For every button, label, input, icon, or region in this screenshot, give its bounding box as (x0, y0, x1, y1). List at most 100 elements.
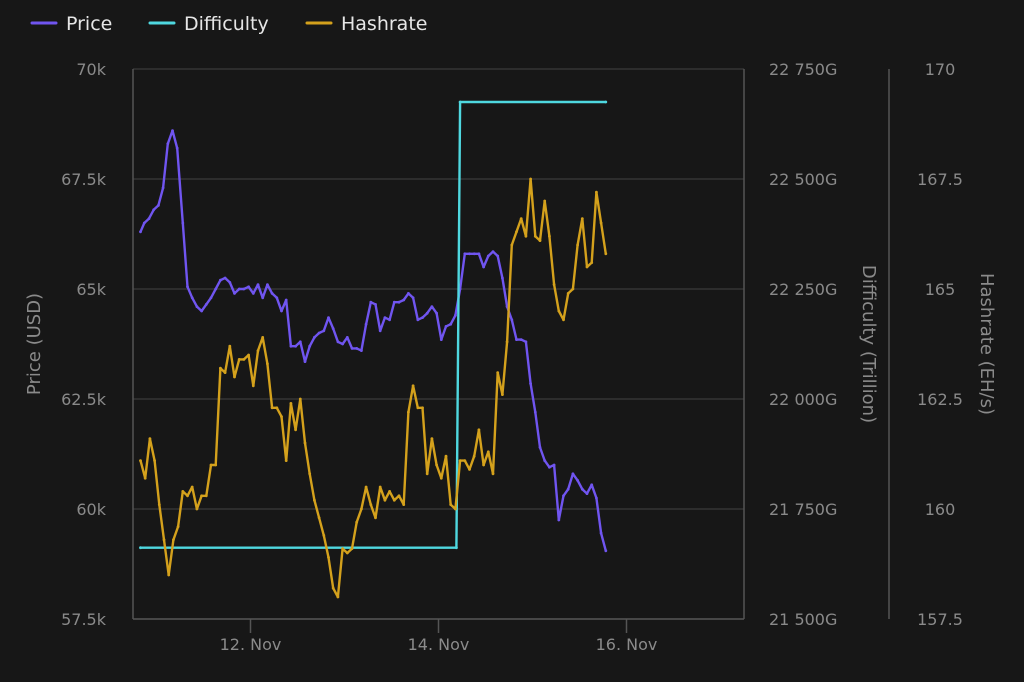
hashrate-point-93 (576, 243, 579, 247)
price-point-37 (313, 336, 316, 339)
price-point-26 (261, 296, 265, 300)
price-point-97 (595, 496, 598, 500)
price-point-8 (175, 146, 179, 150)
price-point-2 (147, 217, 151, 221)
hashrate-point-66 (449, 503, 453, 506)
price-point-7 (171, 129, 174, 133)
hashrate-tick-label-5: 170 (925, 60, 956, 79)
price-point-93 (576, 479, 579, 482)
hashrate-point-60 (421, 406, 424, 410)
hashrate-point-29 (275, 406, 279, 410)
x-tick-label-0: 12. Nov (220, 635, 282, 654)
hashrate-point-67 (454, 507, 457, 511)
hashrate-point-3 (153, 459, 157, 462)
hashrate-tick-label-2: 162.5 (917, 390, 963, 409)
hashrate-point-49 (369, 503, 373, 506)
price-point-52 (383, 316, 387, 319)
hashrate-point-99 (604, 252, 608, 256)
price-point-83 (529, 382, 532, 385)
hashrate-point-91 (566, 292, 570, 295)
hashrate-point-54 (392, 498, 396, 502)
price-point-61 (425, 311, 429, 315)
hashrate-point-32 (289, 402, 293, 405)
price-point-55 (397, 300, 401, 304)
legend-label-hashrate[interactable]: Hashrate (341, 13, 427, 35)
hashrate-point-43 (341, 547, 344, 550)
price-point-4 (157, 204, 160, 207)
hashrate-point-74 (486, 450, 490, 454)
price-point-84 (533, 410, 537, 414)
hashrate-tick-label-4: 167.5 (917, 170, 963, 189)
price-point-15 (209, 296, 213, 300)
hashrate-axis-ticks: 157.5 160 162.5 165 167.5 170 (917, 60, 963, 629)
price-point-43 (341, 342, 344, 346)
hashrate-point-94 (580, 217, 584, 221)
price-point-41 (331, 327, 335, 330)
hashrate-point-11 (190, 485, 194, 489)
price-point-98 (599, 531, 603, 535)
hashrate-point-28 (270, 406, 274, 410)
hashrate-tick-label-3: 165 (925, 280, 956, 299)
price-point-18 (223, 276, 227, 280)
price-point-9 (181, 221, 185, 225)
difficulty-series-line[interactable] (139, 100, 607, 549)
x-tick-label-2: 16. Nov (596, 635, 658, 654)
price-point-0 (139, 230, 142, 234)
price-point-33 (294, 344, 297, 348)
hashrate-point-2 (148, 437, 152, 440)
price-point-30 (280, 309, 283, 313)
price-series-line[interactable] (139, 129, 607, 552)
hashrate-point-61 (425, 472, 429, 476)
price-point-57 (407, 292, 410, 295)
price-point-53 (388, 318, 391, 322)
price-point-60 (421, 316, 424, 319)
hashrate-point-26 (261, 336, 265, 339)
hashrate-point-47 (360, 507, 363, 511)
price-axis-ticks: 57.5k 60k 62.5k 65k 67.5k 70k (61, 60, 107, 629)
price-point-28 (270, 292, 274, 295)
hashrate-point-15 (209, 463, 213, 467)
price-point-13 (200, 309, 204, 313)
difficulty-tick-label-0: 21 500G (769, 610, 837, 629)
hashrate-point-69 (463, 459, 467, 462)
hashrate-point-44 (345, 551, 349, 555)
legend[interactable]: Price Difficulty Hashrate (30, 13, 427, 35)
hashrate-point-55 (397, 494, 401, 498)
hashrate-point-86 (543, 199, 547, 203)
hashrate-point-80 (515, 230, 518, 234)
price-point-86 (543, 459, 547, 462)
price-point-95 (585, 492, 589, 495)
hashrate-point-21 (237, 358, 241, 361)
hashrate-point-64 (439, 476, 443, 480)
price-point-16 (214, 287, 218, 291)
price-point-11 (190, 296, 194, 300)
price-point-72 (477, 252, 481, 256)
price-point-27 (266, 283, 269, 286)
difficulty-tick-label-3: 22 250G (769, 280, 837, 299)
hashrate-tick-label-1: 160 (925, 500, 956, 519)
hashrate-point-77 (501, 393, 504, 396)
price-point-17 (219, 278, 222, 282)
price-point-5 (161, 186, 165, 190)
legend-label-price[interactable]: Price (66, 13, 112, 35)
hashrate-point-96 (590, 261, 594, 264)
price-point-3 (152, 208, 156, 212)
price-point-73 (482, 265, 485, 269)
price-tick-label-4: 67.5k (61, 170, 107, 189)
hashrate-point-51 (378, 485, 382, 489)
hashrate-point-68 (458, 459, 462, 462)
hashrate-point-73 (482, 463, 485, 467)
hashrate-point-9 (181, 490, 185, 493)
legend-label-difficulty[interactable]: Difficulty (184, 13, 269, 35)
hashrate-tick-label-0: 157.5 (917, 610, 963, 629)
price-point-39 (322, 329, 326, 333)
series-lines[interactable] (139, 100, 608, 599)
price-point-71 (472, 252, 476, 256)
price-point-31 (284, 298, 288, 302)
price-point-10 (186, 285, 189, 289)
price-point-80 (515, 338, 518, 341)
hashrate-series-line[interactable] (139, 177, 607, 599)
price-point-23 (247, 285, 251, 289)
hashrate-point-8 (176, 525, 180, 528)
hashrate-point-92 (571, 287, 575, 291)
